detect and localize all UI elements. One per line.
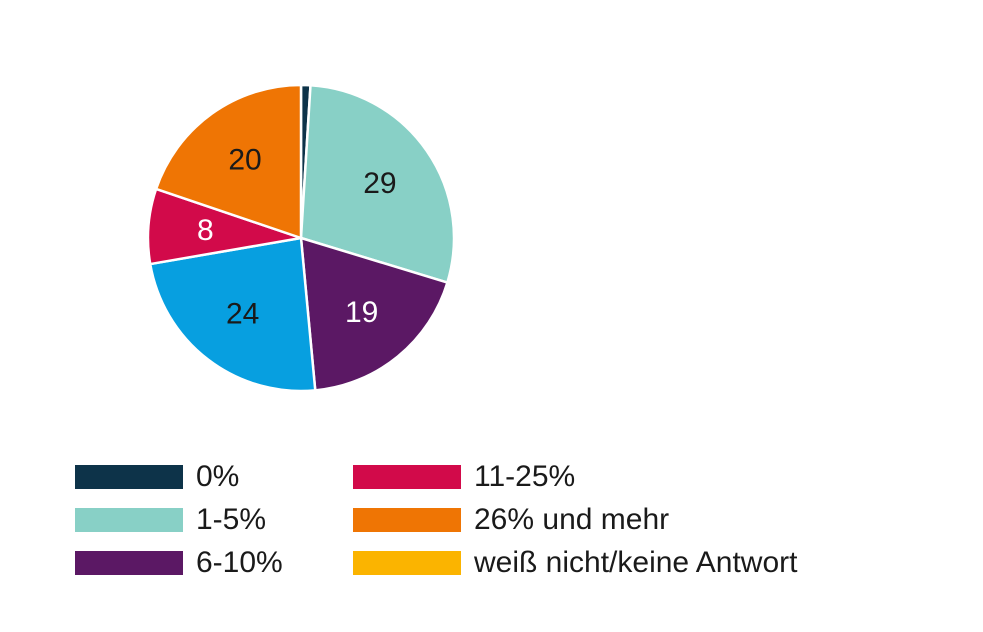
pie-data-label-3: 24 — [226, 298, 259, 331]
pie-slice-1 — [299, 84, 456, 284]
pie-data-label-2: 19 — [345, 296, 378, 329]
pie-data-label-5: 20 — [228, 143, 261, 176]
legend-swatch — [353, 464, 461, 489]
legend-label: 1-5% — [196, 502, 267, 536]
legend-item-3: 11-25% — [353, 455, 797, 498]
legend: 0% 1-5% 6-10% 11-25% 26% und mehr weiß n… — [75, 455, 955, 595]
legend-swatch — [75, 550, 183, 575]
legend-item-0: 0% — [75, 455, 283, 498]
pie-slice-5 — [154, 83, 303, 240]
legend-label: weiß nicht/keine Antwort — [474, 545, 798, 579]
pie-slice-2 — [299, 236, 449, 392]
legend-label: 6-10% — [196, 545, 283, 579]
legend-swatch — [75, 507, 183, 532]
pie-data-label-1: 29 — [363, 167, 396, 200]
legend-label: 11-25% — [474, 459, 576, 493]
legend-item-1: 1-5% — [75, 498, 283, 541]
legend-item-4: 26% und mehr — [353, 498, 797, 541]
legend-item-2: 6-10% — [75, 541, 283, 584]
legend-swatch — [353, 507, 461, 532]
legend-item-5: weiß nicht/keine Antwort — [353, 541, 797, 584]
legend-swatch — [353, 550, 461, 575]
pie-slice-3 — [148, 236, 317, 393]
legend-label: 26% und mehr — [474, 502, 670, 536]
legend-column-left: 0% 1-5% 6-10% — [75, 455, 283, 584]
pie-data-label-4: 8 — [197, 214, 214, 247]
legend-column-right: 11-25% 26% und mehr weiß nicht/keine Ant… — [353, 455, 797, 584]
legend-label: 0% — [196, 459, 240, 493]
legend-swatch — [75, 464, 183, 489]
